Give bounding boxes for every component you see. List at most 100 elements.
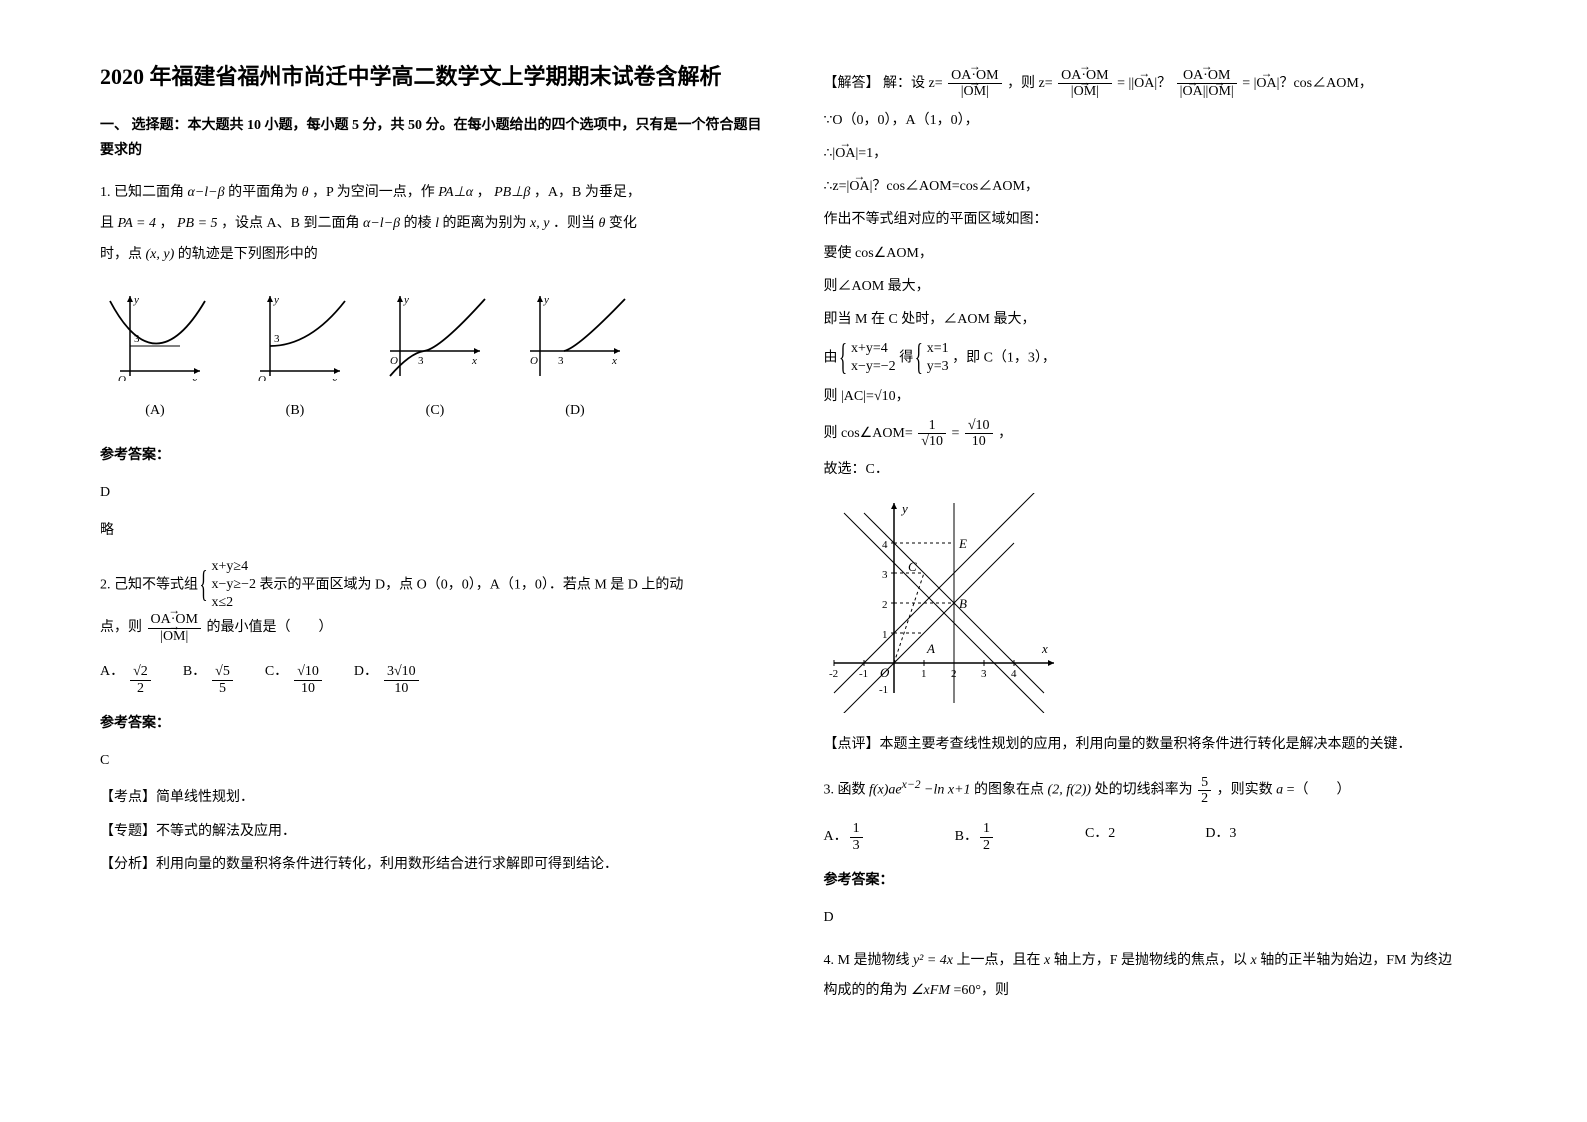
svg-text:x: x — [611, 355, 617, 367]
p9: 则 |AC|=√10， — [824, 384, 1488, 409]
q2-frac: OA·OM |OM| — [148, 612, 201, 644]
svg-text:3: 3 — [418, 355, 424, 367]
q1-text: 的棱 — [404, 216, 432, 231]
q1-answer-label: 参考答案： — [100, 443, 764, 468]
svg-text:3: 3 — [981, 668, 987, 680]
svg-text:-1: -1 — [879, 684, 888, 696]
q2-text: 表示的平面区域为 D，点 O（0，0），A（1，0）．若点 M 是 D 上的动 — [259, 577, 683, 592]
q1-pt: (x, y) — [146, 247, 175, 262]
q1-text: 且 — [100, 216, 114, 231]
q1-answer: D — [100, 480, 764, 505]
svg-text:4: 4 — [1011, 668, 1017, 680]
svg-text:x: x — [331, 375, 337, 381]
svg-text:E: E — [958, 536, 967, 551]
q1-text: ， — [160, 216, 174, 231]
graph-d: 3 O x y (D) — [520, 291, 630, 423]
p3: ∴z=|OA|？cos∠AOM=cos∠AOM， — [824, 174, 1488, 199]
p5: 要使 cos∠AOM， — [824, 241, 1488, 266]
q1-text: 的距离为别为 — [443, 216, 527, 231]
opt-d: D．3√1010 — [354, 659, 421, 696]
opt-b: B．√55 — [183, 659, 235, 696]
q1-dihedral: α−l−β — [188, 185, 225, 200]
q1-text: ．则当 — [553, 216, 595, 231]
q2-text: 2. 己知不等式组 — [100, 577, 198, 592]
q3-answer-label: 参考答案： — [824, 868, 1488, 893]
q2-zhuanti: 【专题】不等式的解法及应用． — [100, 819, 764, 844]
jieda-line: 【解答】 解：设 z= OA·OM|OM| ，则 z= OA·OM|OM| = … — [824, 68, 1488, 100]
page-title: 2020 年福建省福州市尚迁中学高二数学文上学期期末试卷含解析 — [100, 60, 764, 93]
svg-text:B: B — [959, 596, 967, 611]
opt-b: B．12 — [955, 821, 995, 853]
q1-text: 时，点 — [100, 247, 142, 262]
q3-options: A．13 B．12 C．2 D．3 — [824, 821, 1488, 853]
q1-theta2: θ — [598, 216, 605, 231]
svg-text:3: 3 — [558, 355, 564, 367]
svg-text:-1: -1 — [859, 668, 868, 680]
right-column: 【解答】 解：设 z= OA·OM|OM| ，则 z= OA·OM|OM| = … — [824, 60, 1488, 1022]
graph-a-label: (A) — [100, 398, 210, 423]
q1-xy: x, y — [530, 216, 549, 231]
q2-constraints: x+y≥4 x−y≥−2 x≤2 — [202, 558, 256, 613]
graph-c-label: (C) — [380, 398, 490, 423]
dianping: 【点评】本题主要考查线性规划的应用，利用向量的数量积将条件进行转化是解决本题的关… — [824, 732, 1488, 757]
q3-answer: D — [824, 905, 1488, 930]
graph-d-svg: 3 O x y — [520, 291, 630, 381]
opt-a: A．13 — [824, 821, 865, 853]
graph-d-label: (D) — [520, 398, 630, 423]
q2-c3: x≤2 — [212, 594, 256, 612]
opt-d: D．3 — [1205, 821, 1236, 853]
p6: 则∠AOM 最大， — [824, 274, 1488, 299]
p1: ∵O（0，0），A（1，0）， — [824, 108, 1488, 133]
svg-text:y: y — [900, 501, 908, 516]
q1-text: 变化 — [609, 216, 637, 231]
svg-text:x: x — [1041, 641, 1048, 656]
left-column: 2020 年福建省福州市尚迁中学高二数学文上学期期末试卷含解析 一、 选择题：本… — [100, 60, 764, 1022]
svg-text:4: 4 — [882, 539, 888, 551]
q1-text: ，设点 A、B 到二面角 — [221, 216, 359, 231]
q1-dihedral2: α−l−β — [363, 216, 400, 231]
svg-text:y: y — [403, 294, 409, 306]
opt-c: C．√1010 — [265, 659, 324, 696]
p11: 故选：C． — [824, 457, 1488, 482]
q1-text: 的平面角为 — [228, 185, 298, 200]
graph-b: 3 O x y (B) — [240, 291, 350, 423]
graph-c: 3 O x y (C) — [380, 291, 490, 423]
question-1: 1. 已知二面角 α−l−β 的平面角为 θ ，P 为空间一点，作 PA⊥α ，… — [100, 178, 764, 270]
q2-answer: C — [100, 748, 764, 773]
q1-pb: PB⊥β — [494, 185, 530, 200]
svg-text:3: 3 — [274, 333, 280, 345]
svg-text:1: 1 — [921, 668, 927, 680]
section-1-title: 一、 选择题：本大题共 10 小题，每小题 5 分，共 50 分。在每小题给出的… — [100, 113, 764, 163]
region-figure: -2 -1 1 2 3 4 -1 1 2 3 4 — [824, 493, 1488, 722]
q1-text: ，P 为空间一点，作 — [312, 185, 435, 200]
q2-options: A．√22 B．√55 C．√1010 D．3√1010 — [100, 659, 764, 696]
opt-a: A．√22 — [100, 659, 153, 696]
graph-c-svg: 3 O x y — [380, 291, 490, 381]
p4: 作出不等式组对应的平面区域如图： — [824, 207, 1488, 232]
q1-pa: PA⊥α — [438, 185, 473, 200]
p10: 则 cos∠AOM= 1√10 = √1010 ， — [824, 418, 1488, 450]
svg-text:x: x — [471, 355, 477, 367]
q2-text: 点，则 — [100, 620, 142, 635]
svg-text:O: O — [258, 374, 266, 381]
opt-c: C．2 — [1085, 821, 1115, 853]
question-4: 4. M 是抛物线 y² = 4x 上一点，且在 x 轴上方，F 是抛物线的焦点… — [824, 946, 1488, 1008]
graph-b-svg: 3 O x y — [240, 291, 350, 381]
p7: 即当 M 在 C 处时，∠AOM 最大， — [824, 307, 1488, 332]
svg-text:-2: -2 — [829, 668, 838, 680]
svg-text:2: 2 — [882, 599, 888, 611]
svg-text:3: 3 — [134, 333, 140, 345]
graph-a-svg: 3 O x y — [100, 291, 210, 381]
question-2: 2. 己知不等式组 x+y≥4 x−y≥−2 x≤2 表示的平面区域为 D，点 … — [100, 558, 764, 644]
q1-text: ，A，B 为垂足， — [534, 185, 641, 200]
svg-text:O: O — [530, 355, 538, 367]
p8: 由 x+y=4x−y=−2 得 x=1y=3 ，即 C（1，3）， — [824, 340, 1488, 376]
svg-text:3: 3 — [882, 569, 888, 581]
svg-text:O: O — [118, 374, 126, 381]
svg-text:1: 1 — [882, 629, 888, 641]
q2-c2: x−y≥−2 — [212, 576, 256, 594]
svg-text:A: A — [926, 641, 935, 656]
question-3: 3. 函数 f(x)aex−2 −ln x+1 的图象在点 (2, f(2)) … — [824, 772, 1488, 806]
q1-text: ， — [477, 185, 491, 200]
svg-text:x: x — [191, 375, 197, 381]
